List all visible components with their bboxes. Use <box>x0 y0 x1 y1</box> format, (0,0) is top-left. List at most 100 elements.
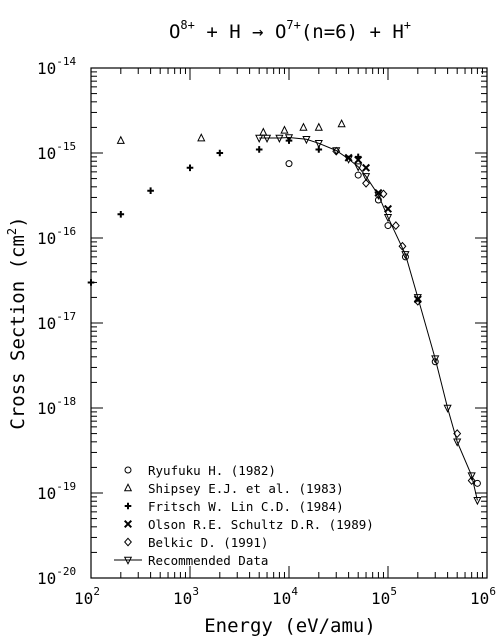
series-plus <box>87 137 362 286</box>
y-tick-exp: -20 <box>56 565 76 578</box>
legend-item: Ryufuku H. (1982) <box>124 463 276 478</box>
x-tick-exp: 6 <box>489 585 496 598</box>
data-point <box>275 134 284 143</box>
legend-item: Belkic D. (1991) <box>124 535 268 550</box>
data-point <box>473 497 482 506</box>
y-tick-exp: -19 <box>56 480 76 493</box>
data-point <box>302 135 311 145</box>
data-point <box>314 140 323 149</box>
data-point <box>147 187 154 195</box>
y-tick-label: 10-14 <box>37 55 77 78</box>
data-point <box>337 118 346 128</box>
x-tick-exp: 2 <box>93 585 100 598</box>
y-tick-base: 10 <box>37 484 56 503</box>
series-triangle <box>116 118 346 144</box>
y-tick-base: 10 <box>37 399 56 418</box>
data-point <box>354 163 363 172</box>
data-point <box>255 146 263 153</box>
legend-marker <box>123 556 133 565</box>
y-tick-label: 10-15 <box>37 140 76 163</box>
x-tick-label: 103 <box>173 585 199 608</box>
data-point <box>262 134 272 143</box>
x-tick-base: 10 <box>74 589 93 608</box>
data-point <box>413 294 422 303</box>
data-point <box>362 178 371 188</box>
legend-label: Ryufuku H. (1982) <box>148 463 276 478</box>
data-point <box>431 355 440 364</box>
legend-marker <box>124 537 132 547</box>
chart-title: O8+ + H → O7+(n=6) + H+ <box>169 18 411 43</box>
y-axis-label-text: Cross Section (cm2) <box>5 216 29 429</box>
data-point <box>354 155 363 164</box>
data-point <box>197 133 206 142</box>
y-tick-base: 10 <box>37 569 56 588</box>
y-tick-base: 10 <box>37 314 56 333</box>
data-point <box>362 163 371 172</box>
x-tick-base: 10 <box>173 589 192 608</box>
data-point <box>314 122 323 131</box>
data-point <box>284 134 294 143</box>
data-point <box>398 241 407 251</box>
x-tick-label: 104 <box>272 585 298 608</box>
x-tick-exp: 4 <box>291 585 298 598</box>
x-tick-exp: 3 <box>192 585 199 598</box>
data-point <box>473 479 481 487</box>
data-point <box>374 196 382 204</box>
legend-item: Olson R.E. Schultz D.R. (1989) <box>123 517 374 532</box>
y-tick-label: 10-19 <box>37 480 76 503</box>
legend-marker <box>123 483 133 492</box>
x-tick-label: 106 <box>470 585 496 608</box>
legend-item: Recommended Data <box>114 553 268 568</box>
legend-marker <box>123 519 133 529</box>
data-point <box>259 127 268 136</box>
legend-label: Olson R.E. Schultz D.R. (1989) <box>148 517 374 532</box>
data-point <box>216 149 224 157</box>
data-point <box>391 221 400 231</box>
data-point <box>374 191 383 200</box>
y-tick-label: 10-17 <box>37 310 76 333</box>
legend-label: Fritsch W. Lin C.D. (1984) <box>148 499 344 514</box>
x-tick-base: 10 <box>470 589 489 608</box>
data-point <box>401 251 410 260</box>
series-circle <box>285 160 481 487</box>
y-tick-exp: -18 <box>56 395 76 408</box>
data-point <box>285 160 293 168</box>
legend-marker <box>124 466 132 474</box>
data-point <box>354 171 362 179</box>
data-point <box>467 476 476 486</box>
legend: Ryufuku H. (1982) Shipsey E.J. et al. (19… <box>114 463 374 568</box>
data-point <box>413 296 422 306</box>
data-point <box>443 404 452 413</box>
x-axis-label-text: Energy (eV/amu) <box>204 615 376 637</box>
data-point <box>87 279 95 286</box>
data-point <box>383 214 393 223</box>
y-tick-label: 10-16 <box>37 225 76 248</box>
chart-title-text: O8+ + H → O7+(n=6) + H+ <box>169 18 411 43</box>
data-point <box>453 438 462 447</box>
data-point <box>332 147 341 156</box>
x-tick-label: 102 <box>74 585 100 608</box>
legend-item: Shipsey E.J. et al. (1983) <box>123 481 344 496</box>
legend-label: Belkic D. (1991) <box>148 535 268 550</box>
legend-item: Fritsch W. Lin C.D. (1984) <box>124 499 344 514</box>
data-point <box>344 155 353 164</box>
x-tick-label: 105 <box>371 585 397 608</box>
data-point <box>116 135 125 144</box>
y-tick-exp: -16 <box>56 225 76 238</box>
x-axis-tick-labels: 102 103 104 105 106 <box>74 585 496 608</box>
legend-label: Recommended Data <box>148 553 268 568</box>
data-series <box>87 118 482 506</box>
data-point <box>344 153 353 162</box>
data-point <box>467 472 476 481</box>
x-axis-ticks <box>90 68 488 578</box>
data-point <box>186 164 194 172</box>
legend-label: Shipsey E.J. et al. (1983) <box>148 481 344 496</box>
x-axis-label: Energy (eV/amu) <box>204 615 376 637</box>
y-tick-exp: -15 <box>56 140 76 153</box>
y-axis-label: Cross Section (cm2) <box>5 216 29 429</box>
data-point <box>255 134 264 143</box>
series-diamond <box>332 146 476 486</box>
y-tick-base: 10 <box>37 59 56 78</box>
